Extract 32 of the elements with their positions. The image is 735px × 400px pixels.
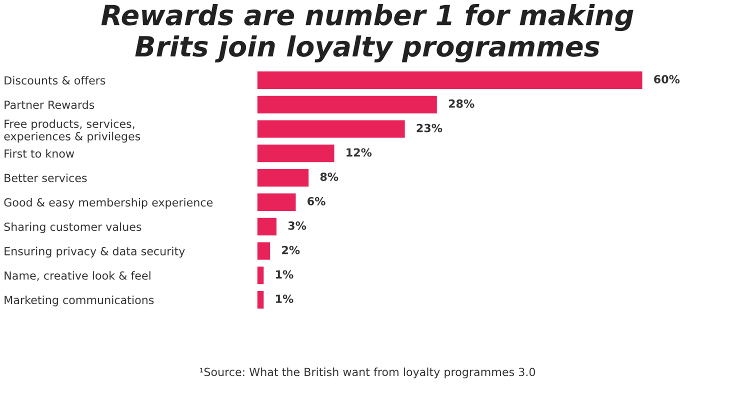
chart-title: Rewards are number 1 for making Brits join loyalty programmes bbox=[101, 4, 634, 62]
data-label: 23% bbox=[416, 124, 442, 132]
data-label: 8% bbox=[320, 172, 338, 182]
y-tick-label: Better services bbox=[4, 174, 87, 182]
y-tick-label: Sharing customer values bbox=[4, 222, 142, 234]
bar bbox=[257, 120, 405, 138]
y-tick-label: Marketing communications bbox=[4, 296, 154, 306]
bar bbox=[257, 193, 296, 211]
bar bbox=[257, 169, 309, 187]
data-label: 28% bbox=[448, 99, 474, 108]
y-tick-label: Discounts & offers bbox=[4, 76, 106, 85]
bar bbox=[257, 266, 264, 284]
y-tick-label: Name, creative look & feel bbox=[4, 271, 150, 281]
data-label: 12% bbox=[346, 148, 372, 157]
bar bbox=[257, 144, 334, 162]
data-label: 2% bbox=[282, 246, 300, 254]
bar bbox=[257, 242, 270, 260]
bar bbox=[257, 218, 276, 236]
bar bbox=[257, 71, 642, 89]
data-label: 60% bbox=[654, 75, 680, 84]
text: ¹Source: What the British want from loyalty programmes 3.0 bbox=[200, 368, 536, 378]
data-label: 6% bbox=[308, 197, 326, 206]
data-label: 1% bbox=[276, 294, 294, 304]
y-tick-label: Good & easy membership experience bbox=[4, 198, 213, 209]
data-label: 1% bbox=[276, 270, 294, 279]
y-tick-label: First to know bbox=[4, 149, 74, 158]
y-tick-label: Ensuring privacy & data security bbox=[4, 246, 185, 258]
bar bbox=[257, 96, 437, 114]
data-label: 3% bbox=[288, 221, 306, 230]
bar bbox=[257, 291, 264, 309]
y-tick-label: Free products, services, experiences & privileges bbox=[4, 119, 140, 143]
y-tick-label: Partner Rewards bbox=[4, 100, 94, 109]
